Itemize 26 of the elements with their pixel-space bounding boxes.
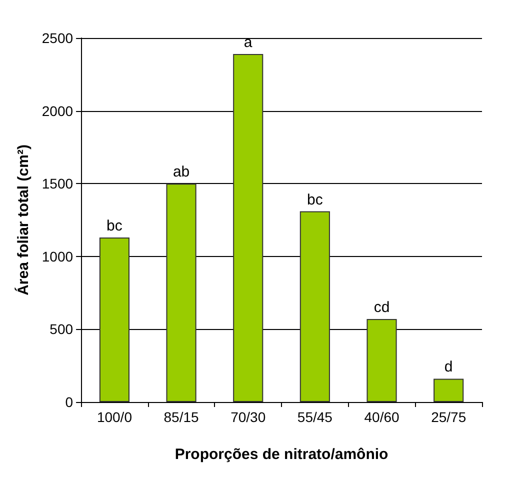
- bar: [366, 319, 397, 402]
- x-tick-label: 25/75: [431, 409, 466, 425]
- annotation: cd: [374, 299, 390, 316]
- y-tick-label: 0: [65, 394, 74, 410]
- bar: [233, 54, 264, 402]
- x-axis-title: Proporções de nitrato/amônio: [174, 446, 388, 463]
- y-tick-label: 1000: [42, 248, 74, 264]
- y-tick-label: 2000: [42, 102, 74, 119]
- annotation: bc: [307, 191, 324, 208]
- bar: [99, 237, 130, 402]
- x-tick-label: 55/45: [297, 409, 333, 425]
- y-tick-label: 2500: [42, 30, 74, 46]
- annotation: a: [244, 34, 253, 52]
- x-tick-label: 40/60: [364, 409, 400, 425]
- annotation: d: [444, 358, 453, 376]
- y-axis-title: Área foliar total (cm²): [14, 144, 32, 296]
- bar: [434, 378, 464, 402]
- annotation: bc: [106, 217, 123, 234]
- bar: [300, 211, 330, 402]
- x-tick-label: 70/30: [230, 409, 266, 425]
- x-tick-label: 100/0: [96, 409, 132, 425]
- annotation: ab: [172, 164, 190, 181]
- y-tick-label: 500: [50, 321, 74, 338]
- y-tick-label: 1500: [42, 176, 74, 192]
- x-tick-label: 85/15: [164, 409, 200, 425]
- bar: [166, 184, 196, 402]
